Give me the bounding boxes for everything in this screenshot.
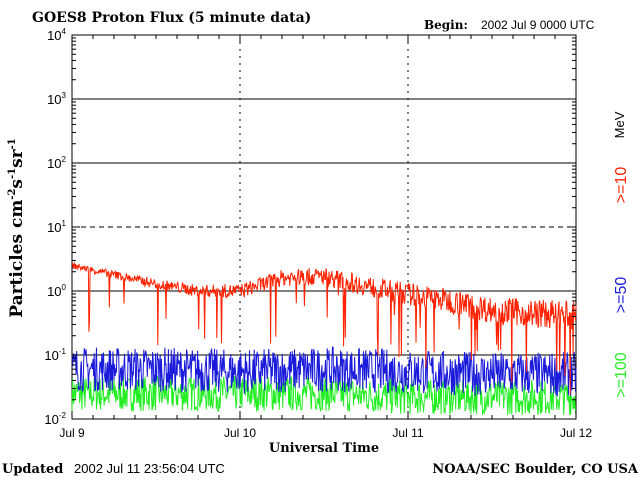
y-tick-exponent: 4 xyxy=(62,27,67,36)
y-tick-label: 102 xyxy=(47,155,66,171)
y-tick-exponent: 0 xyxy=(62,283,67,292)
x-axis-title: Universal Time xyxy=(269,441,379,456)
y-tick-exponent: 2 xyxy=(62,155,67,164)
y-tick-label: 101 xyxy=(47,219,66,235)
chart-title: GOES8 Proton Flux (5 minute data) xyxy=(32,10,311,26)
y-tick-base: 10 xyxy=(47,284,61,299)
footer-credit: NOAA/SEC Boulder, CO USA xyxy=(432,462,639,477)
y-tick-label: 104 xyxy=(47,27,66,43)
legend-entry: >=50 xyxy=(613,277,630,314)
begin-value: 2002 Jul 9 0000 UTC xyxy=(481,18,595,32)
y-axis-title-part: Particles cm xyxy=(7,200,27,318)
y-tick-exponent: -2 xyxy=(59,411,67,420)
updated-label: Updated xyxy=(2,462,63,477)
y-axis-title-superscript: -1 xyxy=(7,138,18,149)
y-tick-label: 10-2 xyxy=(44,411,66,427)
y-axis-title-part: s xyxy=(7,179,27,189)
updated-value: 2002 Jul 11 23:56:04 UTC xyxy=(74,461,225,476)
legend-entry: >=10 xyxy=(613,167,630,204)
y-tick-base: 10 xyxy=(47,156,61,171)
x-tick-label: Jul 9 xyxy=(59,426,85,440)
series-line xyxy=(71,346,577,397)
y-tick-label: 10-1 xyxy=(44,347,66,363)
y-tick-base: 10 xyxy=(47,92,61,107)
y-tick-base: 10 xyxy=(47,28,61,43)
y-tick-exponent: 3 xyxy=(62,91,67,100)
series-layer xyxy=(71,261,577,416)
y-tick-label: 100 xyxy=(47,283,66,299)
series-line xyxy=(71,375,577,416)
y-tick-base: 10 xyxy=(44,412,58,427)
x-tick-label: Jul 11 xyxy=(392,426,423,440)
y-axis-title-superscript: -1 xyxy=(7,168,18,179)
legend-entry: >=100 xyxy=(613,352,630,397)
y-tick-label: 103 xyxy=(47,91,66,107)
x-axis: Jul 9 Jul 10 Jul 11 Jul 12 xyxy=(59,35,592,440)
begin-label: Begin: xyxy=(424,18,468,32)
x-tick-label: Jul 10 xyxy=(224,426,256,440)
series-line xyxy=(71,261,577,395)
y-tick-exponent: 1 xyxy=(62,219,67,228)
y-tick-base: 10 xyxy=(44,348,58,363)
y-tick-base: 10 xyxy=(47,220,61,235)
y-tick-exponent: -1 xyxy=(59,347,67,356)
grid-lines xyxy=(72,35,576,419)
legend: >=10 >=50 >=100 MeV xyxy=(612,111,630,397)
y-axis-title-superscript: -2 xyxy=(7,189,18,200)
y-axis-title-part: sr xyxy=(7,148,27,168)
legend-unit: MeV xyxy=(612,111,627,138)
x-tick-label: Jul 12 xyxy=(560,426,592,440)
y-axis-title: Particles cm-2s-1sr-1 xyxy=(7,138,27,318)
